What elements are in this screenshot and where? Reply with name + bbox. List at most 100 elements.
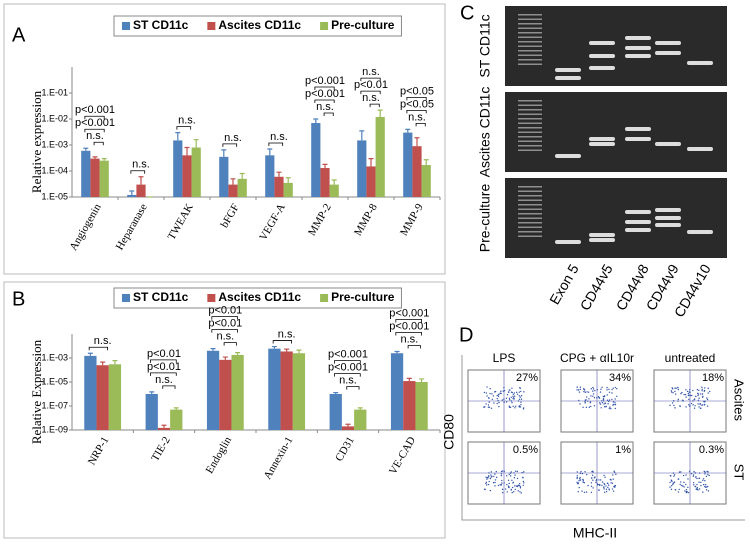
gel-band xyxy=(625,46,651,50)
flow-event xyxy=(603,491,606,493)
flow-event xyxy=(517,484,520,487)
gel-ladder-band xyxy=(518,104,542,106)
x-tick-label: TIE-2 xyxy=(149,435,173,464)
flow-event xyxy=(578,391,581,393)
gel-band xyxy=(589,54,615,58)
gel-band xyxy=(589,137,615,141)
flow-event xyxy=(578,486,580,489)
error-bar xyxy=(175,131,181,141)
significance-label: p<0.001 xyxy=(389,307,429,319)
flow-event xyxy=(696,483,698,486)
flow-event xyxy=(602,397,605,400)
flow-event xyxy=(605,488,608,490)
x-tick-label: Heparanase xyxy=(114,202,150,253)
flow-event xyxy=(692,474,695,476)
flow-event xyxy=(610,482,612,484)
flow-event xyxy=(604,406,606,408)
flow-event xyxy=(579,403,581,405)
flow-event xyxy=(520,395,523,397)
flow-event xyxy=(490,476,492,478)
significance-bracket xyxy=(360,77,381,82)
flow-event xyxy=(682,474,685,477)
flow-event xyxy=(592,388,595,390)
flow-event xyxy=(583,481,586,484)
flow-event xyxy=(596,397,598,399)
flow-event xyxy=(590,482,593,484)
significance-label: n.s. xyxy=(278,328,296,340)
flow-event xyxy=(701,390,703,392)
flow-event xyxy=(519,486,522,488)
gel-ladder-band xyxy=(518,109,542,111)
flow-event xyxy=(704,387,706,389)
x-tick-label: CD31 xyxy=(333,435,357,464)
flow-event xyxy=(510,471,512,473)
flow-event xyxy=(685,488,688,491)
error-bar xyxy=(193,139,199,148)
flow-event xyxy=(577,483,579,485)
flow-event xyxy=(518,391,520,393)
flow-event xyxy=(605,485,607,487)
flow-event xyxy=(693,407,696,409)
significance-label: p<0.001 xyxy=(328,349,368,361)
flow-event xyxy=(611,482,614,484)
error-bar xyxy=(235,352,241,355)
flow-event xyxy=(706,398,709,401)
legend-label: ST CD11c xyxy=(133,18,189,32)
gel-ladder-band xyxy=(518,145,542,147)
flow-event xyxy=(669,404,671,407)
flow-event xyxy=(612,474,614,476)
error-bar xyxy=(239,172,245,179)
flow-event xyxy=(523,391,525,393)
flow-event xyxy=(696,477,698,480)
flow-event xyxy=(501,479,503,482)
y-tick-label: 1.E-04 xyxy=(41,165,68,175)
flow-event xyxy=(700,393,702,395)
flow-event xyxy=(491,398,494,401)
flow-event xyxy=(503,470,506,472)
bar xyxy=(274,176,284,197)
error-bar xyxy=(138,176,144,185)
flow-event xyxy=(485,484,488,486)
flow-event xyxy=(680,471,682,473)
error-bar xyxy=(313,118,319,124)
flow-event xyxy=(487,483,490,486)
flow-event xyxy=(519,396,521,398)
legend-label: Pre-culture xyxy=(331,18,395,32)
flow-event xyxy=(485,482,487,485)
flow-event xyxy=(593,405,596,407)
gel-ladder-band xyxy=(518,122,542,124)
panel-a-frame xyxy=(3,3,446,275)
panel-label: B xyxy=(12,288,25,310)
flow-event xyxy=(514,470,517,472)
gel-row-label: Pre-culture xyxy=(477,184,493,253)
flow-event xyxy=(670,479,673,481)
flow-event xyxy=(698,472,701,474)
flow-event xyxy=(503,398,505,400)
flow-event xyxy=(576,475,578,477)
flow-quadrant xyxy=(654,442,726,504)
flow-event xyxy=(685,389,687,391)
flow-event xyxy=(514,407,516,409)
flow-event xyxy=(678,471,681,473)
gel-lane-label: CD44v5 xyxy=(577,261,616,313)
error-bar xyxy=(345,423,351,427)
flow-event xyxy=(698,477,701,479)
flow-event xyxy=(697,403,699,405)
flow-event xyxy=(603,483,605,485)
error-bar xyxy=(222,356,228,360)
flow-event xyxy=(703,400,705,403)
gel-band xyxy=(687,61,713,65)
gel-band xyxy=(555,76,581,80)
flow-event xyxy=(522,484,524,486)
flow-event xyxy=(611,392,613,394)
error-bar xyxy=(377,109,383,117)
flow-event xyxy=(607,403,609,405)
flow-event xyxy=(674,387,676,389)
significance-bracket xyxy=(415,122,426,127)
flow-event xyxy=(674,393,677,395)
error-bar xyxy=(100,361,106,366)
flow-event xyxy=(704,471,706,473)
significance-label: n.s. xyxy=(362,92,380,104)
flow-event xyxy=(672,483,674,486)
flow-event xyxy=(581,472,584,475)
